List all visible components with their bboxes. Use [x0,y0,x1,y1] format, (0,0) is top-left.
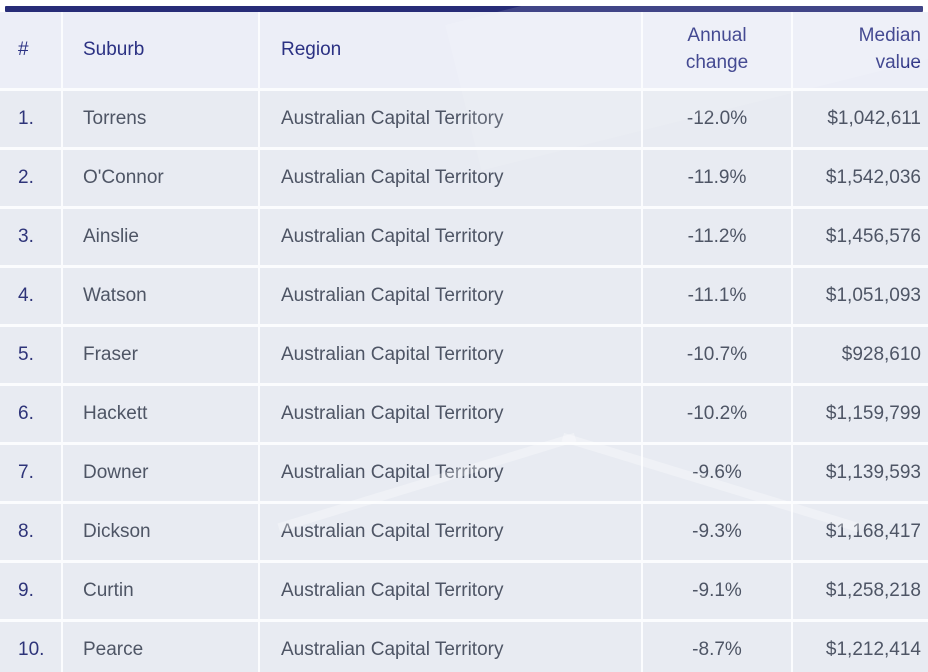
table-row: 9. Curtin Australian Capital Territory -… [0,561,928,622]
region-cell: Australian Capital Territory [259,148,643,209]
table-row: 7. Downer Australian Capital Territory -… [0,443,928,504]
col-header-median-value: Median value [792,12,928,91]
region-cell: Australian Capital Territory [259,620,643,672]
annual-change-cell: -11.2% [642,207,793,268]
table-row: 1. Torrens Australian Capital Territory … [0,89,928,150]
suburb-cell: Watson [62,266,260,327]
median-value-cell: $1,159,799 [792,384,928,445]
median-value-cell: $1,042,611 [792,89,928,150]
table-row: 8. Dickson Australian Capital Territory … [0,502,928,563]
region-cell: Australian Capital Territory [259,266,643,327]
suburb-cell: O'Connor [62,148,260,209]
rank-cell: 4. [0,266,63,327]
col-header-suburb: Suburb [62,12,260,91]
rank-cell: 8. [0,502,63,563]
rank-cell: 7. [0,443,63,504]
table-row: 6. Hackett Australian Capital Territory … [0,384,928,445]
suburb-cell: Curtin [62,561,260,622]
suburb-cell: Torrens [62,89,260,150]
suburb-cell: Downer [62,443,260,504]
rank-cell: 6. [0,384,63,445]
table-body: 1. Torrens Australian Capital Territory … [0,89,928,672]
table-row: 2. O'Connor Australian Capital Territory… [0,148,928,209]
suburb-cell: Pearce [62,620,260,672]
annual-change-cell: -11.9% [642,148,793,209]
suburb-cell: Ainslie [62,207,260,268]
col-header-median-value-label: Median value [858,25,921,73]
annual-change-cell: -10.7% [642,325,793,386]
median-value-cell: $1,542,036 [792,148,928,209]
annual-change-cell: -9.3% [642,502,793,563]
suburb-cell: Hackett [62,384,260,445]
annual-change-cell: -10.2% [642,384,793,445]
annual-change-cell: -11.1% [642,266,793,327]
col-header-region: Region [259,12,643,91]
suburb-cell: Fraser [62,325,260,386]
table-row: 3. Ainslie Australian Capital Territory … [0,207,928,268]
region-cell: Australian Capital Territory [259,325,643,386]
annual-change-cell: -9.1% [642,561,793,622]
table-row: 10. Pearce Australian Capital Territory … [0,620,928,672]
median-value-cell: $1,168,417 [792,502,928,563]
rank-cell: 2. [0,148,63,209]
median-value-cell: $1,456,576 [792,207,928,268]
rank-cell: 5. [0,325,63,386]
region-cell: Australian Capital Territory [259,561,643,622]
suburbs-table: # Suburb Region Annual change Median val… [0,12,928,672]
rank-cell: 9. [0,561,63,622]
annual-change-cell: -12.0% [642,89,793,150]
annual-change-cell: -8.7% [642,620,793,672]
annual-change-cell: -9.6% [642,443,793,504]
median-value-cell: $928,610 [792,325,928,386]
top-border-bar [5,6,923,12]
header-row: # Suburb Region Annual change Median val… [0,12,928,91]
region-cell: Australian Capital Territory [259,89,643,150]
suburb-cell: Dickson [62,502,260,563]
region-cell: Australian Capital Territory [259,502,643,563]
col-header-annual-change: Annual change [642,12,793,91]
col-header-rank: # [0,12,63,91]
rank-cell: 3. [0,207,63,268]
col-header-annual-change-label: Annual change [685,25,749,73]
median-value-cell: $1,051,093 [792,266,928,327]
region-cell: Australian Capital Territory [259,207,643,268]
region-cell: Australian Capital Territory [259,443,643,504]
table-row: 5. Fraser Australian Capital Territory -… [0,325,928,386]
region-cell: Australian Capital Territory [259,384,643,445]
median-value-cell: $1,258,218 [792,561,928,622]
median-value-cell: $1,139,593 [792,443,928,504]
rank-cell: 10. [0,620,63,672]
table-row: 4. Watson Australian Capital Territory -… [0,266,928,327]
median-value-cell: $1,212,414 [792,620,928,672]
rank-cell: 1. [0,89,63,150]
